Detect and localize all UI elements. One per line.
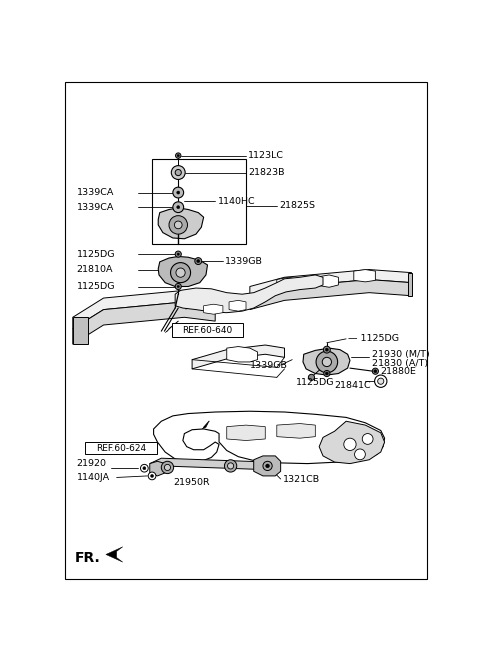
Circle shape xyxy=(161,461,174,474)
Circle shape xyxy=(177,253,180,255)
Text: 21920: 21920 xyxy=(77,459,107,468)
Text: 1140JA: 1140JA xyxy=(77,473,110,482)
Circle shape xyxy=(325,348,328,351)
Polygon shape xyxy=(277,424,315,438)
Polygon shape xyxy=(315,275,338,288)
Polygon shape xyxy=(165,327,171,333)
Polygon shape xyxy=(319,421,384,464)
Text: 1125DG: 1125DG xyxy=(296,378,335,387)
Text: 21810A: 21810A xyxy=(77,265,113,274)
Circle shape xyxy=(170,263,191,283)
Text: REF.60-624: REF.60-624 xyxy=(96,443,146,453)
Polygon shape xyxy=(73,317,88,345)
Text: 1321CB: 1321CB xyxy=(283,474,320,483)
Circle shape xyxy=(164,464,170,470)
Circle shape xyxy=(263,461,272,470)
Circle shape xyxy=(174,221,182,229)
Circle shape xyxy=(362,434,373,444)
Circle shape xyxy=(265,464,269,468)
Circle shape xyxy=(175,170,181,176)
Circle shape xyxy=(169,215,188,234)
Text: 21950R: 21950R xyxy=(173,478,209,487)
Circle shape xyxy=(177,286,180,288)
Text: 21841C: 21841C xyxy=(335,381,371,390)
Text: 1123LC: 1123LC xyxy=(248,151,284,160)
Text: 1339GB: 1339GB xyxy=(225,257,263,265)
Polygon shape xyxy=(192,345,285,369)
Circle shape xyxy=(177,206,180,209)
Polygon shape xyxy=(227,425,265,441)
Polygon shape xyxy=(158,208,204,239)
Polygon shape xyxy=(150,461,165,476)
FancyBboxPatch shape xyxy=(172,324,243,337)
Circle shape xyxy=(177,155,180,157)
Circle shape xyxy=(316,351,337,373)
Text: 21930 (M/T): 21930 (M/T) xyxy=(372,350,429,359)
Circle shape xyxy=(176,268,185,277)
Text: 21830 (A/T): 21830 (A/T) xyxy=(372,359,428,368)
Circle shape xyxy=(176,153,181,159)
Circle shape xyxy=(325,372,328,375)
Polygon shape xyxy=(250,280,411,310)
FancyBboxPatch shape xyxy=(85,442,157,455)
Circle shape xyxy=(225,460,237,472)
Polygon shape xyxy=(204,304,223,314)
Polygon shape xyxy=(227,346,258,362)
Text: 21823B: 21823B xyxy=(248,168,285,177)
Polygon shape xyxy=(73,302,215,345)
Circle shape xyxy=(378,378,384,384)
Circle shape xyxy=(141,464,148,472)
Polygon shape xyxy=(250,270,411,297)
Polygon shape xyxy=(408,272,411,296)
Circle shape xyxy=(322,358,332,367)
Text: FR.: FR. xyxy=(75,551,101,565)
Circle shape xyxy=(324,346,330,353)
Text: 1125DG: 1125DG xyxy=(77,250,115,259)
Polygon shape xyxy=(73,290,215,329)
Polygon shape xyxy=(229,301,246,311)
Text: 1339CA: 1339CA xyxy=(77,202,114,212)
Circle shape xyxy=(177,191,180,194)
Circle shape xyxy=(197,259,200,263)
Polygon shape xyxy=(354,270,375,282)
Circle shape xyxy=(151,474,154,477)
Text: REF.60-640: REF.60-640 xyxy=(182,326,233,335)
Polygon shape xyxy=(202,422,208,429)
Circle shape xyxy=(175,284,181,290)
Text: 1125DG: 1125DG xyxy=(77,282,115,291)
Polygon shape xyxy=(175,275,323,312)
Circle shape xyxy=(195,257,202,265)
Text: 1339GB: 1339GB xyxy=(250,360,288,369)
Text: 21880E: 21880E xyxy=(381,367,417,376)
Text: 1140HC: 1140HC xyxy=(217,196,255,206)
Circle shape xyxy=(173,187,184,198)
Polygon shape xyxy=(254,456,281,476)
Circle shape xyxy=(173,202,184,213)
Circle shape xyxy=(175,251,181,257)
Circle shape xyxy=(374,369,377,373)
Circle shape xyxy=(308,374,314,381)
Polygon shape xyxy=(152,159,246,244)
Polygon shape xyxy=(154,411,384,464)
Polygon shape xyxy=(303,348,350,375)
Circle shape xyxy=(324,371,330,377)
Circle shape xyxy=(148,472,156,479)
Polygon shape xyxy=(158,257,207,286)
Circle shape xyxy=(372,368,378,374)
Polygon shape xyxy=(277,277,300,290)
Text: 1339CA: 1339CA xyxy=(77,188,114,197)
Text: 21825S: 21825S xyxy=(279,201,315,210)
Circle shape xyxy=(171,166,185,179)
Text: — 1125DG: — 1125DG xyxy=(348,334,398,343)
Circle shape xyxy=(143,466,146,470)
Circle shape xyxy=(344,438,356,451)
Circle shape xyxy=(355,449,365,460)
Polygon shape xyxy=(150,458,269,470)
Polygon shape xyxy=(106,547,123,562)
Circle shape xyxy=(374,375,387,387)
Circle shape xyxy=(228,463,234,469)
